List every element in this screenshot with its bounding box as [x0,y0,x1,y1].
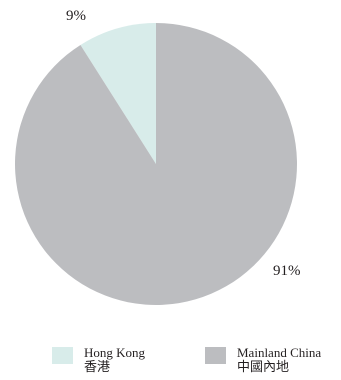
legend-swatch-mainland-china [205,347,226,364]
legend-swatch-hong-kong [52,347,73,364]
legend-label-hong-kong: Hong Kong [84,345,146,360]
data-label-hong-kong: 9% [66,8,86,24]
legend-label-hong-kong-zh: 香港 [84,359,111,374]
pie-slice-mainland-china [15,23,298,305]
pie-chart: 9% 91% [15,8,301,305]
legend: Hong Kong 香港 Mainland China 中國內地 [0,346,341,380]
data-label-mainland-china: 91% [273,263,301,279]
legend-item-mainland-china: Mainland China 中國內地 [205,346,321,374]
legend-item-hong-kong: Hong Kong 香港 [52,346,145,374]
pie-slice-hong-kong [80,23,156,164]
legend-label-mainland-china: Mainland China [237,345,322,360]
legend-label-mainland-china-zh: 中國內地 [237,359,290,374]
